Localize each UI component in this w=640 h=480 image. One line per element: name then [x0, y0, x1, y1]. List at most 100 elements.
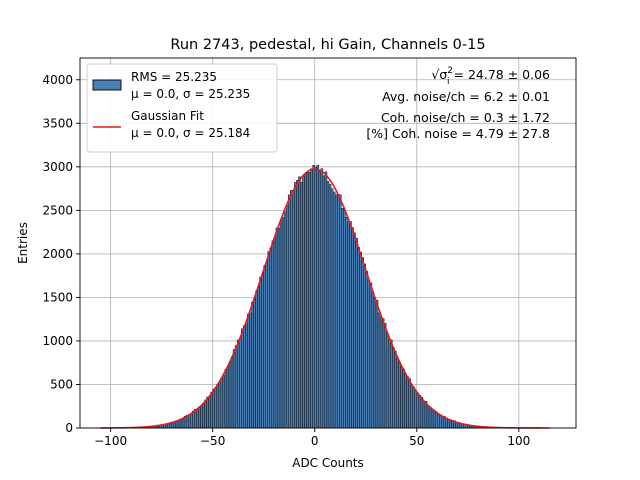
histogram-bar: [349, 221, 352, 429]
histogram-bar: [436, 413, 440, 429]
x-tick-label: 0: [311, 434, 319, 448]
histogram-bar: [257, 286, 260, 429]
x-tick-label: −50: [200, 434, 225, 448]
histogram-bar: [359, 252, 362, 429]
histogram-bar: [326, 181, 330, 429]
histogram-bar: [390, 339, 393, 429]
y-axis-label: Entries: [16, 222, 30, 264]
histogram-bar: [277, 227, 281, 429]
histogram-bar: [287, 194, 291, 429]
histogram-bar: [214, 387, 217, 429]
y-tick-label: 0: [65, 421, 73, 435]
histogram-bar: [381, 318, 385, 429]
histogram-bar: [312, 165, 315, 429]
legend-histogram-label: RMS = 25.235: [131, 70, 217, 84]
histogram-bar: [420, 397, 424, 429]
y-tick-label: 3000: [42, 160, 73, 174]
histogram-bar: [181, 418, 185, 429]
histogram-bar: [177, 420, 181, 429]
histogram-bar: [234, 345, 238, 429]
histogram-bar: [238, 338, 242, 429]
histogram-bar: [416, 392, 420, 429]
histogram-bar: [424, 401, 428, 429]
histogram-bar: [387, 339, 391, 429]
histogram-bar: [267, 251, 271, 429]
histogram-bar: [251, 301, 254, 429]
legend-fit-stats: μ = 0.0, σ = 25.184: [131, 126, 250, 140]
histogram-bar: [269, 247, 273, 429]
histogram-bar: [265, 262, 269, 429]
histogram-bar: [328, 184, 332, 429]
y-tick-label: 1500: [42, 290, 73, 304]
histogram-bar: [410, 385, 413, 429]
histogram-bar: [402, 368, 405, 429]
histogram-bar: [347, 221, 350, 429]
legend: RMS = 25.235 μ = 0.0, σ = 25.235 Gaussia…: [86, 63, 278, 153]
histogram-bar: [367, 280, 371, 429]
histogram-bar: [249, 312, 252, 429]
histogram-bar: [357, 247, 360, 429]
y-tick-label: 3500: [42, 116, 73, 130]
annotation-coh-noise: Coh. noise/ch = 0.3 ± 1.72: [381, 110, 550, 125]
histogram-bar: [232, 349, 236, 429]
histogram-bar: [330, 188, 334, 429]
annotation-sigma-sum: √σ2 i = 24.78 ± 0.06: [431, 66, 550, 87]
histogram-bar: [336, 194, 340, 429]
histogram-bar: [369, 282, 373, 429]
histogram-bar: [263, 265, 266, 429]
histogram-bar: [218, 382, 222, 429]
histogram-bar: [439, 414, 442, 429]
histogram-bar: [208, 396, 211, 429]
histogram-bar: [253, 298, 256, 429]
histogram-bar: [373, 297, 377, 429]
histogram-bar: [379, 317, 383, 429]
histogram-bar: [434, 411, 438, 429]
histogram-bar: [396, 358, 399, 429]
histogram-bar: [430, 409, 434, 429]
histogram-bar: [285, 205, 289, 429]
histogram-bar: [422, 400, 426, 429]
chart-title: Run 2743, pedestal, hi Gain, Channels 0-…: [170, 37, 485, 53]
histogram-bar: [398, 362, 401, 429]
histogram-bar: [167, 423, 171, 429]
histogram-bar: [341, 208, 344, 429]
histogram-bar: [406, 376, 409, 429]
histogram-bar: [187, 414, 191, 429]
histogram-bar: [375, 299, 379, 429]
histogram-bar: [275, 227, 279, 429]
x-tick-label: −100: [94, 434, 127, 448]
histogram-bar: [445, 417, 448, 429]
histogram-bar: [404, 373, 407, 429]
histogram-bar: [371, 291, 375, 429]
histogram-bar: [236, 339, 240, 429]
histogram-bar: [441, 415, 444, 429]
histogram-bar: [259, 276, 262, 429]
histogram-bar: [212, 388, 215, 429]
histogram-bar: [230, 356, 234, 429]
y-tick-label: 2000: [42, 247, 73, 261]
histogram-bar: [324, 171, 328, 429]
histogram-bar: [189, 413, 193, 429]
histogram-bar: [196, 409, 199, 429]
x-tick-label: 100: [507, 434, 530, 448]
histogram-bar: [351, 227, 354, 429]
histogram-bar: [283, 211, 287, 429]
histogram-bar: [292, 191, 295, 429]
legend-histogram-stats: μ = 0.0, σ = 25.235: [131, 87, 250, 101]
histogram-bar: [394, 351, 397, 429]
y-tick-label: 4000: [42, 73, 73, 87]
histogram-bar: [428, 406, 432, 429]
histogram-bar: [228, 361, 232, 429]
histogram-bar: [204, 399, 207, 429]
histogram-bar: [210, 391, 213, 429]
y-tick-label: 500: [50, 377, 73, 391]
histogram-bar: [296, 180, 299, 429]
histogram-bar: [345, 217, 348, 429]
histogram-bar: [392, 347, 395, 429]
histogram-bar: [447, 419, 450, 429]
histogram-bar: [355, 237, 358, 429]
histogram-bar: [343, 208, 346, 429]
histogram-bar: [377, 312, 381, 429]
histogram-bar: [385, 333, 389, 429]
histogram-bar: [255, 290, 258, 429]
